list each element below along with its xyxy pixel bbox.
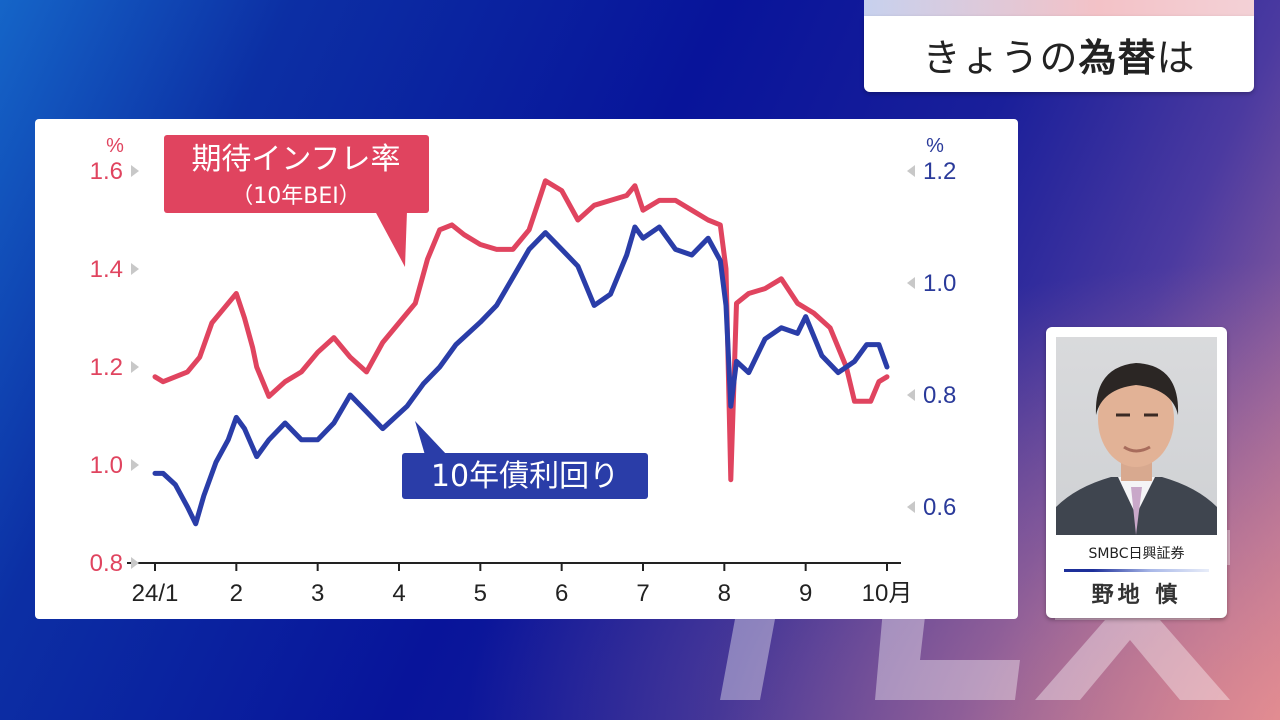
analyst-name: 野地 慎 <box>1091 583 1182 608</box>
right-axis-unit: % <box>926 135 944 157</box>
right-tick-arrow <box>907 501 915 513</box>
right-tick-label: 1.2 <box>923 158 956 185</box>
x-tick-label: 7 <box>636 580 649 607</box>
x-tick-label: 10月 <box>862 580 913 607</box>
bei-series-sublabel: （10年BEI） <box>231 184 360 209</box>
bei-callout-box <box>164 135 429 213</box>
left-tick-label: 1.4 <box>90 256 123 283</box>
left-axis-unit: % <box>106 135 124 157</box>
yield-callout-pointer <box>415 421 447 455</box>
segment-title: きょうの 為替は <box>864 16 1254 92</box>
bei-callout-pointer <box>375 211 407 267</box>
left-tick-label: 1.0 <box>90 452 123 479</box>
right-tick-label: 1.0 <box>923 270 956 297</box>
x-tick-label: 5 <box>474 580 487 607</box>
x-tick-label: 9 <box>799 580 812 607</box>
callouts: 期待インフレ率 （10年BEI） 10年債利回り <box>164 135 648 499</box>
yield-series-line <box>152 224 890 527</box>
name-divider <box>1064 569 1209 572</box>
x-tick-label: 8 <box>718 580 731 607</box>
analyst-photo <box>1056 337 1217 535</box>
chart-panel: 24/1 2 3 4 5 6 7 8 9 10月% 0.8 1.0 1.2 1.4 1.6% 0.6 0.8 1.… <box>35 119 1018 619</box>
right-tick-arrow <box>907 277 915 289</box>
x-tick-label: 2 <box>230 580 243 607</box>
left-tick-arrow <box>131 165 139 177</box>
x-tick-label: 24/1 <box>132 580 179 607</box>
left-tick-arrow <box>131 459 139 471</box>
x-tick-label: 3 <box>311 580 324 607</box>
left-tick-label: 0.8 <box>90 550 123 577</box>
title-emphasis: 為替 <box>1078 35 1157 80</box>
dual-axis-line-chart: 24/1 2 3 4 5 6 7 8 9 10月% 0.8 1.0 1.2 1.4 1.6% 0.6 0.8 1.… <box>90 135 957 607</box>
bei-series-line <box>152 178 890 483</box>
right-tick-arrow <box>907 165 915 177</box>
axes: 24/1 2 3 4 5 6 7 8 9 10月% 0.8 1.0 1.2 1.4 1.6% 0.6 0.8 1.… <box>90 135 957 607</box>
x-tick-label: 4 <box>392 580 405 607</box>
right-tick-label: 0.6 <box>923 494 956 521</box>
analyst-card: SMBC日興証券 野地 慎 <box>1046 327 1227 618</box>
left-tick-arrow <box>131 263 139 275</box>
x-tick-label: 6 <box>555 580 568 607</box>
series-layer <box>152 178 890 527</box>
left-tick-arrow <box>131 361 139 373</box>
right-tick-label: 0.8 <box>923 382 956 409</box>
left-tick-label: 1.2 <box>90 354 123 381</box>
yield-callout-box <box>402 453 648 499</box>
title-prefix: きょうの <box>922 35 1079 80</box>
title-accent-bar <box>864 0 1254 16</box>
left-tick-arrow <box>131 557 139 569</box>
left-tick-label: 1.6 <box>90 158 123 185</box>
right-tick-arrow <box>907 389 915 401</box>
yield-series-name: 10年債利回り <box>431 459 619 494</box>
bei-series-name: 期待インフレ率 <box>191 142 400 177</box>
analyst-company: SMBC日興証券 <box>1088 546 1185 562</box>
title-suffix: は <box>1156 35 1196 80</box>
